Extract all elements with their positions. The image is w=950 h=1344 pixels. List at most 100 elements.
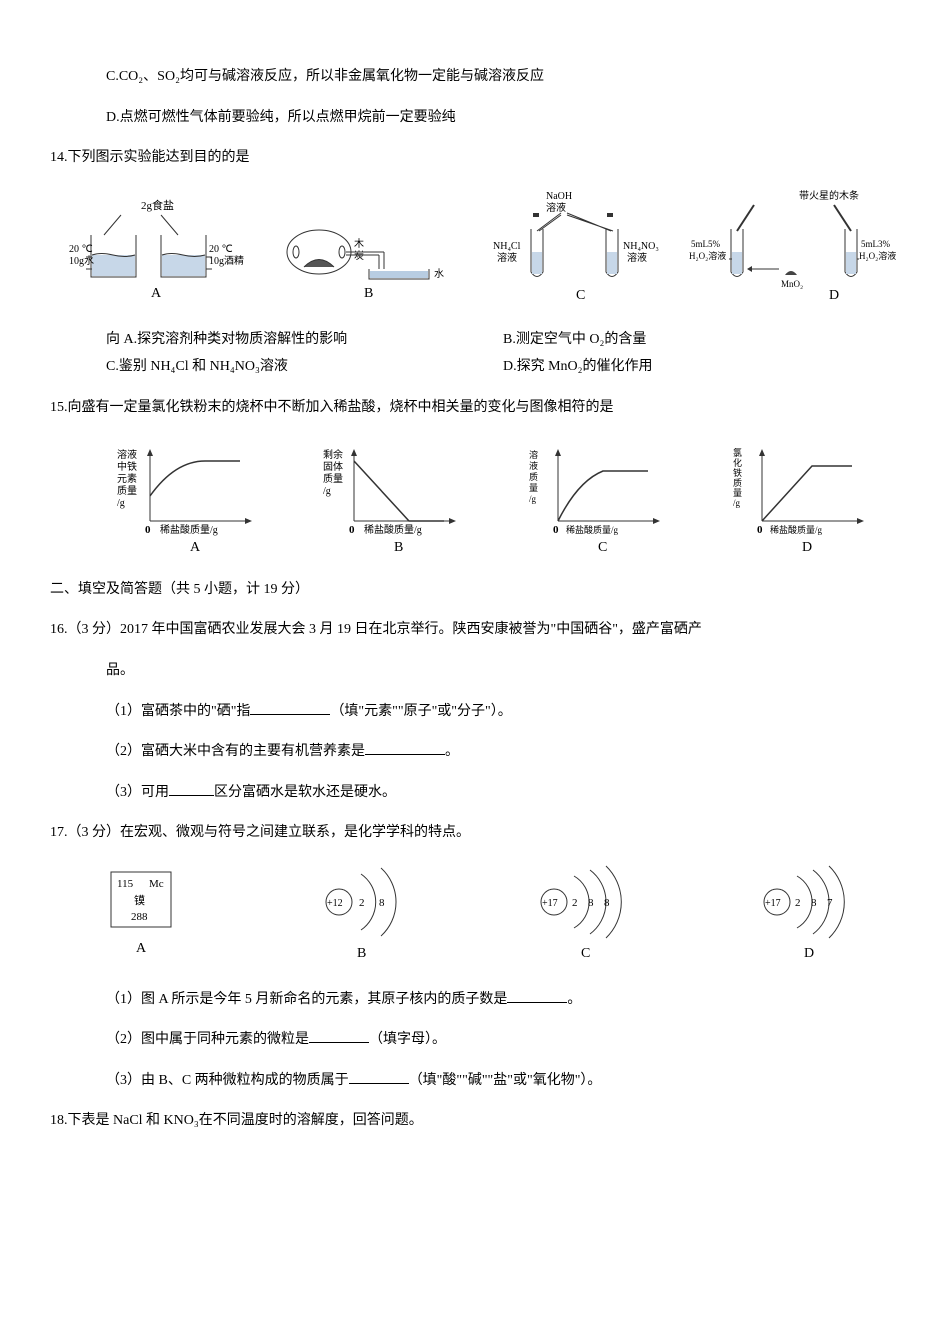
svg-text:A: A — [151, 286, 162, 301]
q14-figures: 2g食盐 20 ℃ 10g水 20 ℃ 10g酒精 A 木 — [50, 187, 900, 318]
q16-part-3: （3）可用区分富硒水是软水还是硬水。 — [50, 780, 900, 807]
svg-text:带火星的木条: 带火星的木条 — [799, 189, 859, 202]
q13-option-d: D.点燃可燃性气体前要验纯，所以点燃甲烷前一定要验纯 — [50, 105, 900, 132]
blank-q17-1[interactable] — [507, 988, 567, 1003]
svg-text:质: 质 — [733, 477, 742, 488]
svg-text:8: 8 — [379, 897, 385, 909]
svg-text:化: 化 — [733, 457, 742, 468]
svg-text:中铁: 中铁 — [117, 460, 137, 473]
q14-option-b: B.测定空气中 O₂的含量 — [503, 327, 900, 354]
svg-text:8: 8 — [811, 897, 817, 909]
q17-part-3: （3）由 B、C 两种微粒构成的物质属于（填"酸""碱""盐"或"氧化物"）。 — [50, 1068, 900, 1095]
svg-text:B: B — [364, 286, 373, 301]
q17-part-2: （2）图中属于同种元素的微粒是（填字母）。 — [50, 1027, 900, 1054]
svg-text:NaOH: NaOH — [546, 191, 572, 202]
q16-part-2: （2）富硒大米中含有的主要有机营养素是。 — [50, 739, 900, 766]
fig-a-salt-label: 2g食盐 — [141, 198, 174, 212]
svg-text:A: A — [190, 540, 201, 555]
svg-text:/g: /g — [117, 498, 125, 509]
q15-graph-d: 氯 化 铁 质 量 /g 0 稀盐酸质量/g D — [704, 436, 900, 567]
svg-text:NH₄Cl: NH₄Cl — [493, 241, 521, 252]
svg-text:溶液: 溶液 — [497, 251, 517, 264]
q15-graph-a: 溶液 中铁 元素 质量 /g 0 稀盐酸质量/g A — [92, 436, 288, 567]
q14-stem: 14.下列图示实验能达到目的的是 — [50, 145, 900, 172]
q14-options-2: C.鉴别 NH₄Cl 和 NH₄NO₃溶液 D.探究 MnO₂的催化作用 — [106, 354, 900, 381]
q14-option-a: 向 A.探究溶剂种类对物质溶解性的影响 — [106, 327, 503, 354]
q14-figure-c: NaOH 溶液 NH₄Cl 溶液 NH₄NO₃ 溶液 C — [475, 187, 688, 318]
svg-text:2: 2 — [359, 897, 365, 909]
svg-text:20 ℃: 20 ℃ — [209, 244, 233, 255]
q17-figures: 115 Mc 镆 288 A +12 2 8 B +17 2 8 8 — [50, 862, 900, 973]
svg-text:10g酒精: 10g酒精 — [209, 254, 244, 267]
svg-text:溶液: 溶液 — [546, 201, 566, 214]
q17-figure-c: +17 2 8 8 C — [495, 862, 678, 973]
svg-text:5mL3%: 5mL3% — [861, 239, 890, 249]
blank-q16-2[interactable] — [365, 740, 445, 755]
svg-text:C: C — [576, 288, 585, 303]
q17-figure-d: +17 2 8 7 D — [718, 862, 901, 973]
svg-text:镆: 镆 — [134, 894, 145, 907]
svg-text:木: 木 — [354, 238, 364, 250]
q15-graph-b: 剩余 固体 质量 /g 0 稀盐酸质量/g B — [296, 436, 492, 567]
svg-text:8: 8 — [588, 897, 594, 909]
section-2-heading: 二、填空及简答题（共 5 小题，计 19 分） — [50, 577, 900, 604]
svg-text:8: 8 — [604, 897, 610, 909]
svg-text:剩余: 剩余 — [323, 448, 343, 461]
svg-text:+17: +17 — [542, 898, 558, 909]
svg-text:质量: 质量 — [323, 473, 343, 485]
svg-text:质量: 质量 — [117, 485, 137, 497]
svg-text:20 ℃: 20 ℃ — [69, 244, 93, 255]
blank-q16-3[interactable] — [169, 781, 214, 796]
q14-options: 向 A.探究溶剂种类对物质溶解性的影响 B.测定空气中 O₂的含量 — [106, 327, 900, 354]
q16-part-1: （1）富硒茶中的"硒"指（填"元素""原子"或"分子"）。 — [50, 699, 900, 726]
svg-text:/g: /g — [529, 494, 537, 504]
svg-text:D: D — [804, 946, 814, 961]
blank-q16-1[interactable] — [250, 700, 330, 715]
q15-graph-c: 溶 液 质 量 /g 0 稀盐酸质量/g C — [500, 436, 696, 567]
svg-text:元素: 元素 — [117, 472, 137, 485]
blank-q17-2[interactable] — [309, 1028, 369, 1043]
svg-text:B: B — [357, 946, 366, 961]
q17-figure-a: 115 Mc 镆 288 A — [50, 862, 233, 973]
svg-text:稀盐酸质量/g: 稀盐酸质量/g — [160, 523, 218, 536]
q15-stem: 15.向盛有一定量氯化铁粉末的烧杯中不断加入稀盐酸，烧杯中相关量的变化与图像相符… — [50, 395, 900, 422]
svg-text:稀盐酸质量/g: 稀盐酸质量/g — [770, 524, 823, 535]
svg-text:0: 0 — [145, 524, 151, 536]
svg-text:液: 液 — [529, 460, 538, 471]
q14-option-d: D.探究 MnO₂的催化作用 — [503, 354, 900, 381]
svg-text:C: C — [581, 946, 590, 961]
svg-text:铁: 铁 — [733, 467, 742, 478]
svg-text:/g: /g — [733, 498, 741, 508]
svg-text:+12: +12 — [327, 898, 343, 909]
svg-text:0: 0 — [349, 524, 355, 536]
svg-text:D: D — [802, 540, 812, 555]
svg-text:/g: /g — [323, 486, 331, 497]
svg-text:溶: 溶 — [529, 449, 538, 460]
q14-figure-b: 木 炭 水 B — [263, 197, 476, 318]
q16-stem: 16.（3 分）2017 年中国富硒农业发展大会 3 月 19 日在北京举行。陕… — [50, 617, 900, 644]
svg-text:0: 0 — [553, 524, 559, 536]
svg-text:水: 水 — [434, 268, 444, 280]
svg-text:氯: 氯 — [733, 447, 742, 458]
svg-text:+17: +17 — [765, 898, 781, 909]
q18-stem: 18.下表是 NaCl 和 KNO₃在不同温度时的溶解度，回答问题。 — [50, 1108, 900, 1135]
svg-text:D: D — [829, 288, 839, 303]
svg-text:质: 质 — [529, 471, 538, 482]
q17-part-1: （1）图 A 所示是今年 5 月新命名的元素，其原子核内的质子数是。 — [50, 987, 900, 1014]
q14-figure-a: 2g食盐 20 ℃ 10g水 20 ℃ 10g酒精 A — [50, 197, 263, 318]
q14-figure-d: 带火星的木条 5mL5% H₂O₂溶液 MnO₂ 5mL3% H₂O₂溶液 D — [688, 187, 901, 318]
svg-text:A: A — [136, 941, 147, 956]
svg-text:NH₄NO₃: NH₄NO₃ — [623, 241, 659, 252]
svg-text:量: 量 — [733, 488, 742, 498]
svg-text:2: 2 — [795, 897, 801, 909]
svg-text:固体: 固体 — [323, 461, 343, 473]
blank-q17-3[interactable] — [349, 1069, 409, 1084]
svg-text:溶液: 溶液 — [117, 448, 137, 461]
svg-text:溶液: 溶液 — [627, 251, 647, 264]
svg-text:0: 0 — [757, 524, 763, 536]
q17-figure-b: +12 2 8 B — [273, 862, 456, 973]
q17-stem: 17.（3 分）在宏观、微观与符号之间建立联系，是化学学科的特点。 — [50, 820, 900, 847]
svg-text:Mc: Mc — [149, 878, 164, 890]
q15-graphs: 溶液 中铁 元素 质量 /g 0 稀盐酸质量/g A 剩余 固体 质量 /g 0… — [92, 436, 900, 567]
svg-text:B: B — [394, 540, 403, 555]
